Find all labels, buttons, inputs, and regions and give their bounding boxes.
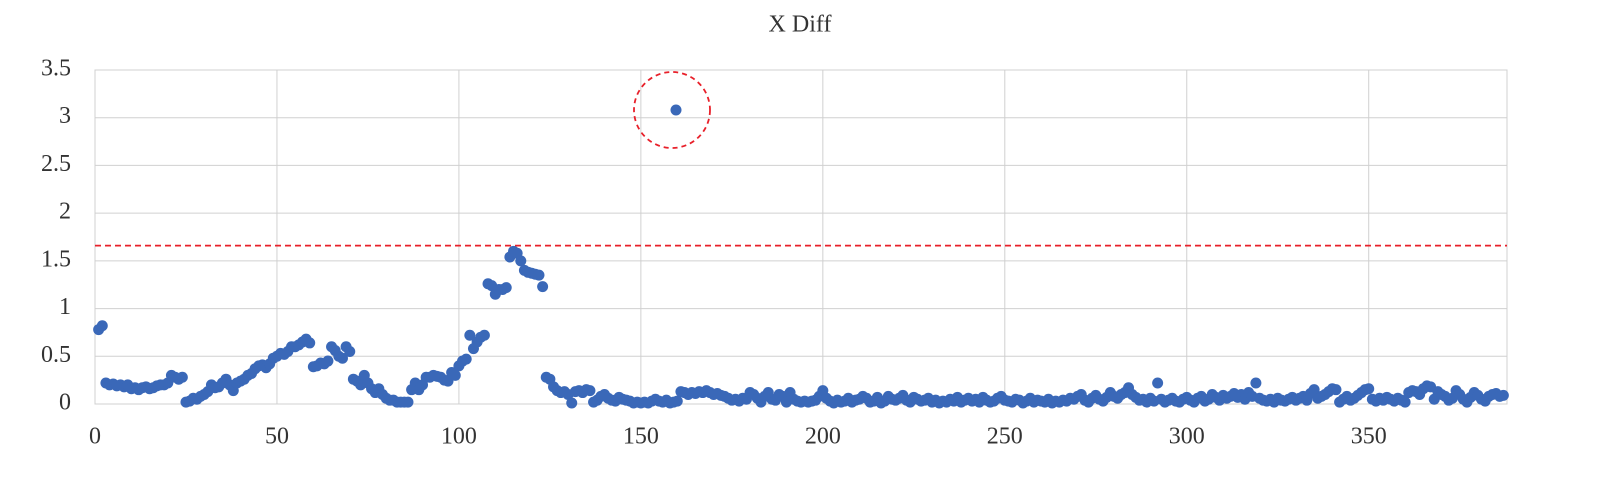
point xyxy=(304,337,316,349)
legend-highlight xyxy=(633,71,711,149)
point xyxy=(336,352,348,364)
point xyxy=(96,320,108,332)
point xyxy=(537,281,549,293)
point xyxy=(533,269,545,281)
y-tick-label: 1.5 xyxy=(41,246,71,272)
point xyxy=(515,255,527,267)
y-tick-label: 2 xyxy=(59,199,71,225)
point xyxy=(449,369,461,381)
x-tick-label: 50 xyxy=(265,424,289,450)
x-tick-label: 100 xyxy=(441,424,477,450)
point xyxy=(402,396,414,408)
y-tick-label: 2.5 xyxy=(41,151,71,177)
x-tick-label: 250 xyxy=(987,424,1023,450)
point xyxy=(176,371,188,383)
point xyxy=(478,329,490,341)
plot-frame xyxy=(94,69,1508,405)
legend-marker xyxy=(670,104,682,116)
point xyxy=(1330,384,1342,396)
chart-title: X Diff xyxy=(769,12,832,38)
point xyxy=(584,385,596,397)
point xyxy=(1399,396,1411,408)
point xyxy=(322,355,334,367)
point xyxy=(1250,377,1262,389)
point xyxy=(464,329,476,341)
point xyxy=(500,282,512,294)
x-tick-label: 200 xyxy=(805,424,841,450)
point xyxy=(671,395,683,407)
point xyxy=(566,397,578,409)
point xyxy=(1308,384,1320,396)
y-tick-label: 3 xyxy=(59,103,71,129)
point xyxy=(1152,377,1164,389)
point xyxy=(1497,389,1509,401)
x-tick-label: 350 xyxy=(1351,424,1387,450)
x-tick-label: 0 xyxy=(89,424,101,450)
y-tick-label: 0.5 xyxy=(41,342,71,368)
point xyxy=(1363,383,1375,395)
point xyxy=(460,353,472,365)
point xyxy=(344,346,356,358)
y-tick-label: 0 xyxy=(59,390,71,416)
x-tick-label: 150 xyxy=(623,424,659,450)
y-tick-label: 3.5 xyxy=(41,56,71,82)
x-tick-label: 300 xyxy=(1169,424,1205,450)
y-tick-label: 1 xyxy=(59,294,71,320)
